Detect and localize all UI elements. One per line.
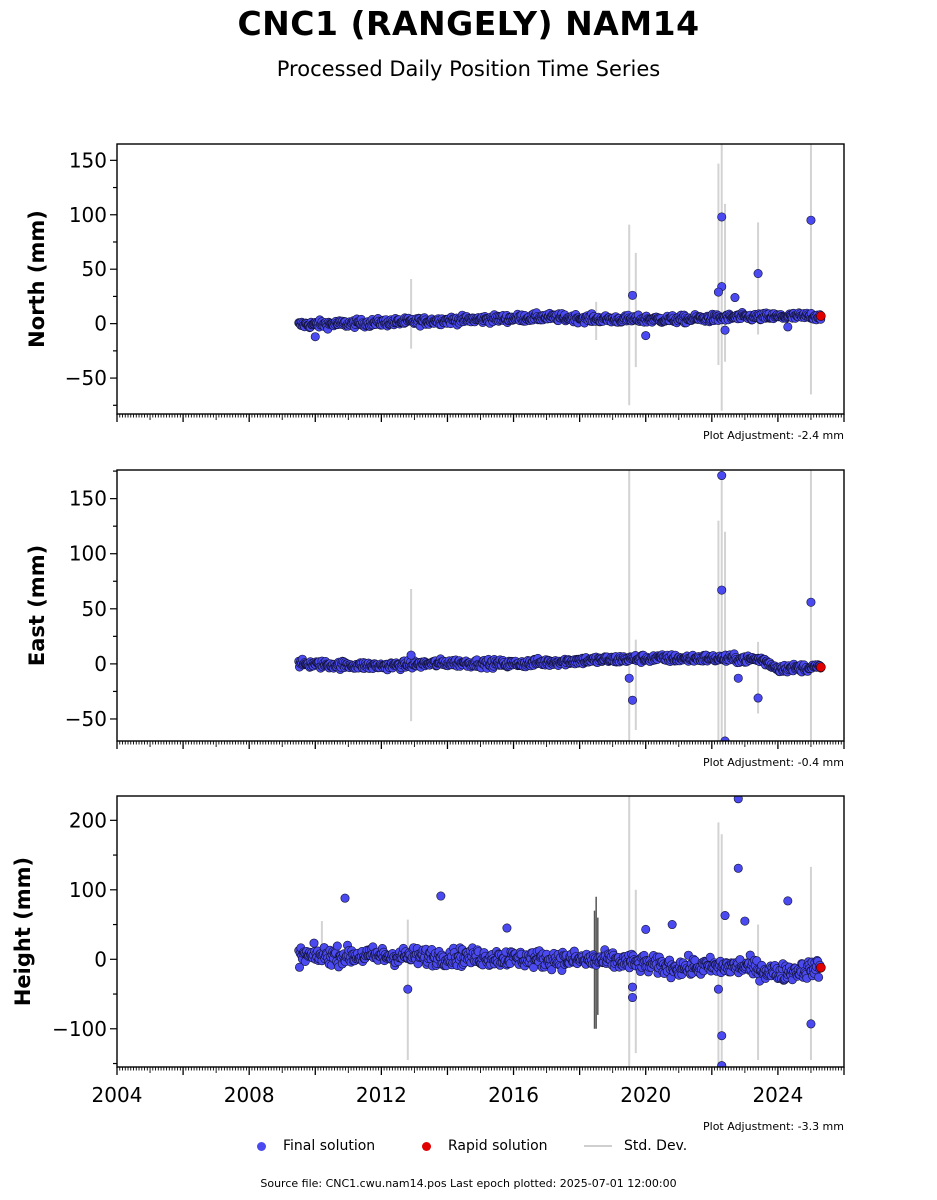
final-solution-outlier <box>806 597 816 607</box>
final-solution-outlier <box>717 471 727 481</box>
panel-1-data <box>294 470 826 741</box>
final-solution-outlier <box>502 923 512 933</box>
source-footer: Source file: CNC1.cwu.nam14.pos Last epo… <box>260 1177 677 1190</box>
x-tick-label: 2008 <box>224 1083 275 1107</box>
legend-final-label: Final solution <box>283 1138 376 1154</box>
final-solution-point <box>332 941 342 951</box>
final-solution-outlier <box>310 332 320 342</box>
final-solution-outlier <box>733 796 743 804</box>
x-tick-label: 2016 <box>488 1083 539 1107</box>
rapid-solution-point <box>816 962 826 973</box>
y-tick-label: 150 <box>69 487 107 511</box>
final-solution-outlier <box>436 891 446 901</box>
y-axis-label: East (mm) <box>25 545 49 666</box>
y-tick-label: 100 <box>69 542 107 566</box>
legend-std-dev: Std. Dev. <box>584 1138 687 1154</box>
final-solution-outlier <box>783 896 793 906</box>
final-solution-outlier <box>717 585 727 595</box>
final-solution-outlier <box>641 924 651 934</box>
std-dev-line-icon <box>584 1145 612 1147</box>
final-solution-outlier <box>717 212 727 222</box>
rapid-solution-point <box>816 662 826 672</box>
y-tick-label: −100 <box>52 1017 107 1041</box>
final-solution-outlier <box>717 1061 727 1067</box>
legend-rapid-label: Rapid solution <box>448 1138 548 1154</box>
panel-1-frame <box>116 469 845 742</box>
y-axis-label: North (mm) <box>25 210 49 348</box>
panel-0-data <box>294 144 826 411</box>
rapid-solution-point <box>816 311 826 321</box>
y-tick-label: 200 <box>69 808 107 832</box>
final-solution-outlier <box>403 984 413 994</box>
x-tick-label: 2004 <box>92 1083 143 1107</box>
y-axis-label: Height (mm) <box>11 857 35 1006</box>
y-tick-label: 100 <box>69 203 107 227</box>
y-tick-label: 0 <box>94 652 107 676</box>
final-solution-outlier <box>713 287 723 297</box>
final-solution-outlier <box>717 1031 727 1041</box>
final-solution-outlier <box>720 911 730 921</box>
y-tick-label: 50 <box>82 597 107 621</box>
final-solution-outlier <box>740 916 750 926</box>
final-solution-outlier <box>753 269 763 279</box>
final-solution-outlier <box>720 325 730 335</box>
y-tick-label: 0 <box>94 312 107 336</box>
legend-final-solution: Final solution <box>257 1138 375 1154</box>
x-tick-label: 2012 <box>356 1083 407 1107</box>
final-solution-outlier <box>628 982 638 992</box>
final-solution-point <box>814 972 824 982</box>
final-solution-point <box>294 962 304 972</box>
panel-0-frame <box>116 143 845 415</box>
final-solution-outlier <box>628 993 638 1003</box>
panel-2-frame <box>116 795 845 1068</box>
final-solution-outlier <box>783 322 793 332</box>
x-tick-label: 2024 <box>752 1083 803 1107</box>
x-tick-label: 2020 <box>620 1083 671 1107</box>
plot-adjustment-note: Plot Adjustment: -0.4 mm <box>703 756 844 769</box>
final-solution-outlier <box>806 1019 816 1029</box>
chart-subtitle: Processed Daily Position Time Series <box>276 57 661 81</box>
y-tick-label: 50 <box>82 257 107 281</box>
final-solution-marker-icon <box>257 1141 266 1151</box>
plot-adjustment-note: Plot Adjustment: -2.4 mm <box>703 429 844 442</box>
final-solution-outlier <box>733 863 743 873</box>
plot-adjustment-note: Plot Adjustment: -3.3 mm <box>703 1120 844 1133</box>
chart-title: CNC1 (RANGELY) NAM14 <box>237 4 700 43</box>
y-tick-label: 100 <box>69 878 107 902</box>
final-solution-outlier <box>406 650 416 660</box>
final-solution-outlier <box>667 920 677 930</box>
y-tick-label: 0 <box>94 947 107 971</box>
legend: Final solution Rapid solution Std. Dev. <box>0 1138 937 1158</box>
final-solution-outlier <box>628 290 638 300</box>
y-tick-label: −50 <box>65 366 107 390</box>
final-solution-outlier <box>624 673 634 683</box>
final-solution-outlier <box>753 693 763 703</box>
final-solution-outlier <box>628 695 638 705</box>
final-solution-outlier <box>733 673 743 683</box>
y-tick-label: −50 <box>65 707 107 731</box>
rapid-solution-marker-icon <box>422 1141 431 1151</box>
y-tick-label: 150 <box>69 148 107 172</box>
final-solution-point <box>309 938 319 948</box>
final-solution-outlier <box>730 293 740 303</box>
legend-rapid-solution: Rapid solution <box>422 1138 548 1154</box>
final-solution-outlier <box>806 215 816 225</box>
final-solution-outlier <box>641 331 651 341</box>
final-solution-outlier <box>340 893 350 903</box>
legend-stddev-label: Std. Dev. <box>624 1138 688 1154</box>
final-solution-outlier <box>713 984 723 994</box>
panel-2-data <box>294 796 826 1067</box>
